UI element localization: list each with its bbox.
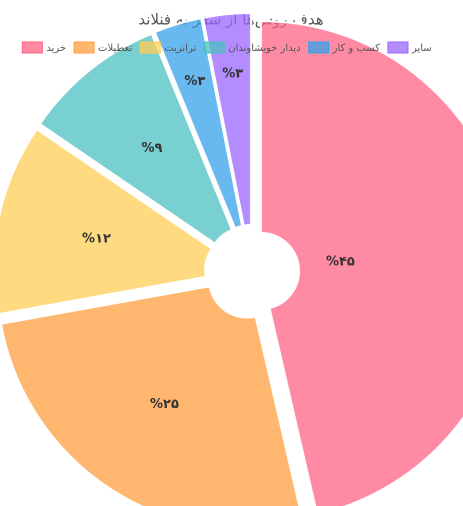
legend-swatch [309, 42, 329, 53]
legend-swatch [140, 42, 160, 53]
slices: %۴۵ %۲۵ %۱۲ %۹ %۳ %۳ [0, 13, 463, 506]
legend-label: سایر [411, 43, 432, 54]
slice-label: %۲۵ [150, 397, 179, 412]
legend-swatch [388, 42, 408, 53]
legend-label: دیدار خویشاوندان [228, 43, 300, 54]
slice-label: %۹ [142, 141, 163, 156]
legend-label: ترانزیت [164, 43, 196, 54]
chart: هدف روس‌ها از سفر به فنلاند %۴۵%۲۵%۱۲%۹%… [0, 0, 463, 506]
slice-label: %۳ [184, 74, 205, 89]
slice [261, 21, 463, 506]
slice-label: %۴۵ [326, 254, 355, 269]
legend-swatch [22, 42, 42, 53]
slice [1, 286, 303, 506]
center-hole [216, 236, 288, 308]
legend-label: کسب و کار [332, 43, 381, 54]
legend-swatch [74, 42, 94, 53]
legend-label: خرید [46, 43, 66, 54]
legend-label: تعطیلات [98, 43, 132, 54]
slice-label: %۱۲ [82, 231, 111, 246]
legend-swatch [204, 42, 224, 53]
slice-label: %۳ [222, 66, 243, 81]
